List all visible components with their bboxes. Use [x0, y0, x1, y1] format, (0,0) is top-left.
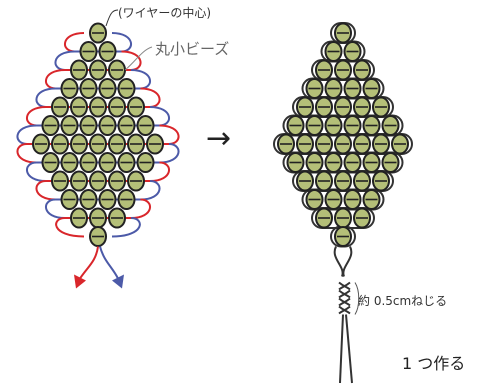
- stem-twist: [338, 297, 351, 307]
- wire-turn-right: [140, 180, 161, 201]
- wire-turn-left: [45, 198, 66, 219]
- wire-turn-right: [111, 217, 141, 238]
- beads-leader: [124, 46, 153, 71]
- beads-label: 丸小ビーズ: [155, 40, 230, 58]
- wire-end-blue: [99, 246, 119, 279]
- transform-arrow: →: [206, 121, 232, 156]
- wire-center-label: (ワイヤーの中心): [118, 6, 212, 20]
- wire-turn-right: [149, 161, 170, 182]
- wire-turn-right: [130, 198, 151, 219]
- stem-tail-a: [339, 314, 344, 384]
- wire-turn-right: [159, 143, 180, 164]
- twist-bracket: [354, 282, 360, 315]
- stem-wire-b: [342, 246, 353, 277]
- stem-wire-a: [333, 246, 344, 277]
- arrowhead-blue: [112, 274, 124, 289]
- stem-twist: [338, 281, 351, 291]
- stem-twist: [338, 289, 351, 299]
- center-leader: [105, 9, 119, 27]
- right-bead-pattern: [277, 22, 409, 247]
- wire-turn-left: [55, 217, 85, 238]
- diagram-extras: [74, 9, 360, 384]
- make-one-label: 1 つ作る: [402, 354, 466, 373]
- twist-label: 約 0.5cmねじる: [358, 294, 448, 308]
- left-bead-pattern: [32, 22, 164, 247]
- wire-turn-left: [26, 161, 47, 182]
- stem-tail-b: [345, 314, 353, 384]
- wire-end-red: [79, 246, 99, 280]
- arrowhead-red: [74, 274, 86, 289]
- wire-turn-left: [16, 143, 37, 164]
- wire-turn-left: [35, 180, 56, 201]
- stem-twist: [338, 305, 351, 315]
